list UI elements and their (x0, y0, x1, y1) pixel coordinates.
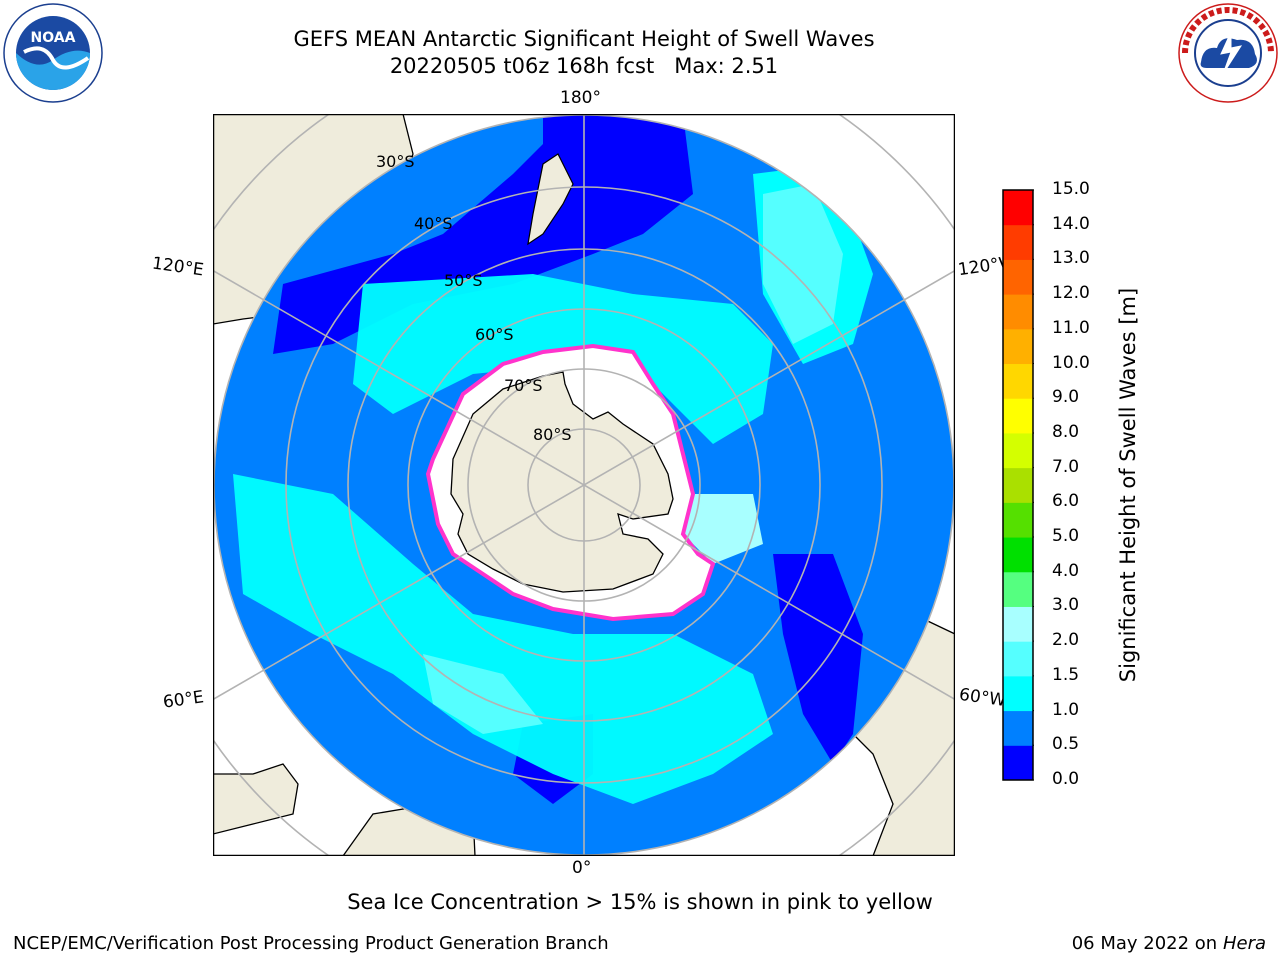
land-madagascar (213, 763, 299, 835)
lat-label-60s: 60°S (475, 325, 514, 344)
colorbar-tick-label: 7.0 (1052, 456, 1080, 477)
map-frame (213, 114, 955, 856)
colorbar-tick-label: 1.0 (1052, 699, 1080, 720)
colorbar-tick-label: 9.0 (1052, 387, 1080, 408)
colorbar-tick-label: 11.0 (1052, 317, 1090, 338)
colorbar-segment (1003, 537, 1033, 573)
colorbar-tick-label: 3.0 (1052, 595, 1080, 616)
lon-label-60e: 60°E (161, 687, 206, 713)
footer-machine: Hera (1222, 933, 1266, 954)
colorbar-tick-label: 2.0 (1052, 630, 1080, 651)
colorbar-tick-label: 4.0 (1052, 560, 1080, 581)
lon-label-120e: 120°E (150, 253, 205, 281)
colorbar-tick-label: 14.0 (1052, 213, 1090, 234)
colorbar-tick-label: 10.0 (1052, 352, 1090, 373)
lon-label-120w: 120°W (956, 253, 1008, 281)
colorbar-segment (1003, 710, 1033, 746)
colorbar (1002, 189, 1034, 781)
swell-moderate-region (233, 474, 773, 804)
lat-label-80s: 80°S (533, 425, 572, 444)
colorbar-tick-label: 8.0 (1052, 421, 1080, 442)
colorbar-segment (1003, 606, 1033, 642)
swell-elevated-region (423, 654, 543, 734)
footer-date-text: 06 May 2022 on (1071, 933, 1218, 954)
colorbar-tick-label: 1.5 (1052, 664, 1080, 685)
swell-elevated-region (763, 184, 843, 344)
sea-ice-note: Sea Ice Concentration > 15% is shown in … (347, 890, 933, 914)
polar-map[interactable] (213, 114, 955, 856)
noaa-logo-icon: NOAA (3, 3, 103, 103)
colorbar-tick-label: 0.5 (1052, 734, 1080, 755)
colorbar-segment (1003, 294, 1033, 330)
colorbar-segment (1003, 190, 1033, 226)
colorbar-segment (1003, 675, 1033, 712)
chart-subtitle: 20220505 t06z 168h fcst Max: 2.51 (389, 54, 779, 78)
land-new-zealand (527, 153, 574, 246)
colorbar-tick-label: 12.0 (1052, 283, 1090, 304)
lon-label-0: 0° (572, 858, 592, 878)
lon-label-180: 180° (560, 88, 601, 108)
colorbar-segment (1003, 432, 1033, 469)
colorbar-tick-label: 15.0 (1052, 179, 1090, 199)
lon-label-60w: 60°W (957, 684, 1008, 712)
colorbar-tick-label: 6.0 (1052, 491, 1080, 512)
colorbar-segment (1003, 467, 1033, 503)
colorbar-tick-label: 5.0 (1052, 526, 1080, 547)
footer-date: 06 May 2022 on Hera (1072, 933, 1266, 954)
colorbar-tick-label: 13.0 (1052, 248, 1090, 269)
lat-label-50s: 50°S (444, 271, 483, 290)
lat-label-30s: 30°S (376, 152, 415, 171)
nws-logo-icon (1178, 3, 1278, 103)
chart-title: GEFS MEAN Antarctic Significant Height o… (293, 27, 875, 51)
colorbar-label: Significant Height of Swell Waves [m] (1116, 287, 1140, 683)
colorbar-tick-label: 0.0 (1052, 769, 1080, 789)
colorbar-segment (1003, 363, 1033, 399)
colorbar-segment (1003, 745, 1033, 781)
lat-label-70s: 70°S (504, 376, 543, 395)
colorbar-segment (1003, 398, 1033, 434)
colorbar-segment (1003, 502, 1033, 538)
footer-organization: NCEP/EMC/Verification Post Processing Pr… (13, 933, 609, 954)
colorbar-segment (1003, 224, 1033, 260)
colorbar-segment (1003, 259, 1033, 295)
colorbar-segment (1003, 571, 1033, 607)
swell-elevated-region (683, 494, 763, 564)
colorbar-segment (1003, 641, 1033, 677)
land-antarctica (450, 371, 674, 593)
noaa-logo-text: NOAA (31, 30, 76, 46)
lat-label-40s: 40°S (414, 214, 453, 233)
colorbar-frame (1002, 189, 1034, 781)
colorbar-segment (1003, 328, 1033, 365)
